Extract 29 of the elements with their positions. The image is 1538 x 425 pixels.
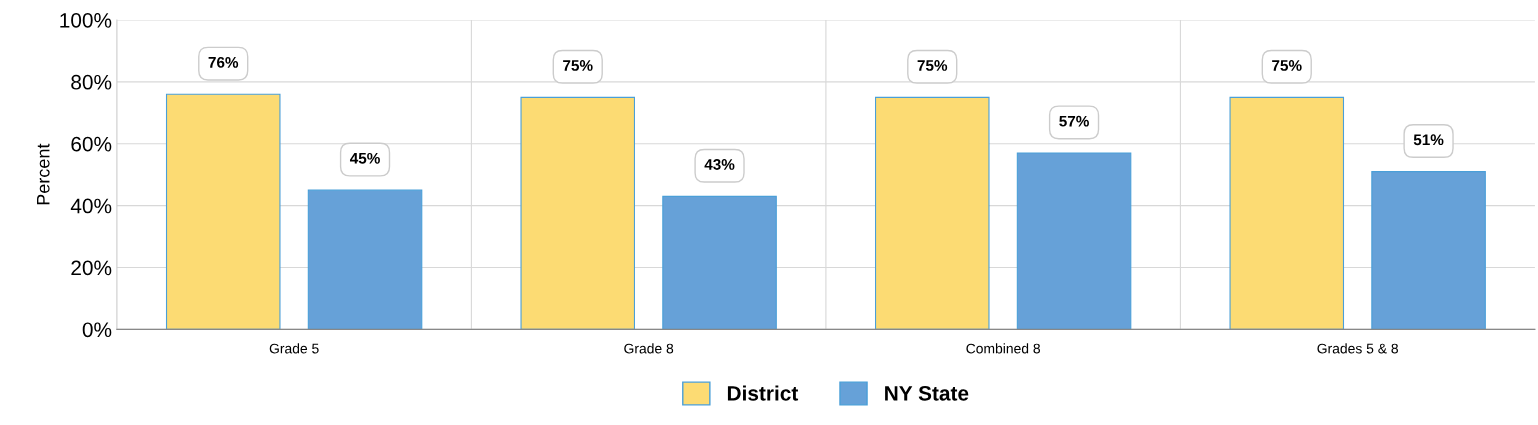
y-tick-label: 80% <box>71 74 112 90</box>
bar <box>662 195 777 330</box>
data-label: 75% <box>917 60 948 71</box>
y-tick-label: 60% <box>71 136 112 152</box>
bar <box>1016 152 1132 330</box>
x-tick-label: Grades 5 & 8 <box>1317 343 1398 354</box>
y-tick-label: 40% <box>70 198 112 214</box>
bar <box>1371 171 1486 330</box>
y-axis-title: Percent <box>37 143 50 205</box>
y-tick-label: 0% <box>82 322 112 338</box>
data-label: 51% <box>1413 134 1444 146</box>
bar <box>307 189 423 330</box>
bar <box>520 96 636 330</box>
data-label: 45% <box>349 152 380 164</box>
bar <box>1229 96 1345 330</box>
legend-label: District <box>727 385 799 401</box>
legend-label: NY State <box>885 385 969 401</box>
data-label: 75% <box>563 60 593 71</box>
data-label: 57% <box>1059 115 1089 127</box>
data-label: 75% <box>1272 60 1302 71</box>
bar <box>165 93 281 330</box>
x-tick-label: Combined 8 <box>966 343 1040 354</box>
x-tick-label: Grade 8 <box>624 343 674 354</box>
bar <box>874 96 990 330</box>
data-label: 43% <box>704 159 735 170</box>
y-tick-label: 20% <box>71 260 112 276</box>
y-tick-label: 100% <box>60 12 112 28</box>
x-tick-label: Grade 5 <box>269 343 319 354</box>
data-label: 76% <box>208 56 239 68</box>
